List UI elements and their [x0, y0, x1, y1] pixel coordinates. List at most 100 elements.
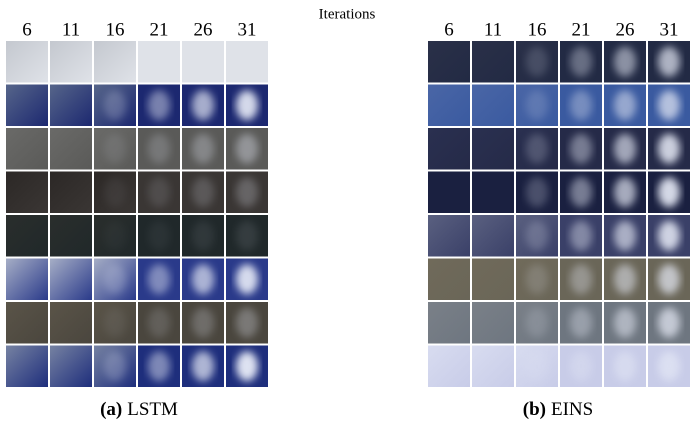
image-tile	[50, 346, 92, 388]
image-tile	[226, 41, 268, 83]
tile-blur	[192, 177, 214, 207]
tile-blur	[236, 264, 258, 294]
caption-name: EINS	[551, 399, 593, 420]
image-tile	[428, 302, 470, 344]
image-tile	[472, 346, 514, 388]
image-tile	[472, 172, 514, 214]
tile-blur	[526, 264, 548, 294]
tile-blur	[570, 221, 592, 251]
tile-blur	[104, 351, 126, 381]
tile-blur	[192, 351, 214, 381]
tile-blur	[192, 221, 214, 251]
image-tile	[6, 41, 48, 83]
tile-blur	[148, 90, 170, 120]
image-tile	[472, 41, 514, 83]
image-tile	[472, 85, 514, 127]
tile-blur	[526, 134, 548, 164]
iteration-label: 6	[444, 19, 454, 40]
tile-blur	[192, 308, 214, 338]
tile-blur	[148, 351, 170, 381]
iteration-label: 11	[484, 19, 502, 40]
tile-blur	[570, 134, 592, 164]
tile-blur	[614, 351, 636, 381]
tile-blur	[658, 351, 680, 381]
iteration-label: 21	[150, 19, 169, 40]
tile-blur	[236, 134, 258, 164]
tile-blur	[104, 177, 126, 207]
caption-label: (a)	[100, 399, 122, 420]
image-tile	[428, 215, 470, 257]
tile-blur	[570, 90, 592, 120]
image-tile	[428, 259, 470, 301]
caption-a: (a)LSTM	[100, 399, 178, 420]
iteration-label: 26	[194, 19, 213, 40]
tile-blur	[148, 134, 170, 164]
image-tile	[6, 128, 48, 170]
iteration-label: 31	[238, 19, 257, 40]
image-tile	[472, 128, 514, 170]
tile-blur	[614, 264, 636, 294]
iteration-label: 31	[660, 19, 679, 40]
tile-blur	[236, 90, 258, 120]
tile-blur	[570, 264, 592, 294]
image-tile	[50, 215, 92, 257]
image-tile	[6, 302, 48, 344]
tile-blur	[192, 264, 214, 294]
image-tile	[428, 85, 470, 127]
image-tile	[472, 259, 514, 301]
caption-label: (b)	[523, 399, 546, 420]
image-tile	[50, 259, 92, 301]
header: Iterations	[319, 6, 376, 22]
iteration-label: 16	[528, 19, 547, 40]
tile-blur	[236, 308, 258, 338]
iteration-label: 26	[616, 19, 635, 40]
tile-blur	[148, 264, 170, 294]
image-tile	[50, 41, 92, 83]
tile-blur	[658, 134, 680, 164]
tile-blur	[614, 308, 636, 338]
figure: Iterations (a)LSTM (b)EINS 6111621263161…	[0, 0, 691, 423]
tile-blur	[526, 221, 548, 251]
image-tile	[472, 215, 514, 257]
image-tile	[428, 346, 470, 388]
tile-blur	[658, 264, 680, 294]
iteration-label: 6	[22, 19, 32, 40]
image-tile	[6, 172, 48, 214]
image-tile	[6, 215, 48, 257]
tile-blur	[658, 177, 680, 207]
image-tile	[6, 346, 48, 388]
image-tile	[50, 302, 92, 344]
tile-blur	[192, 90, 214, 120]
image-tile	[472, 302, 514, 344]
tile-blur	[614, 177, 636, 207]
tile-blur	[614, 47, 636, 77]
tile-blur	[614, 221, 636, 251]
image-tile	[50, 172, 92, 214]
image-tile	[138, 41, 180, 83]
image-tile	[428, 128, 470, 170]
tile-blur	[658, 308, 680, 338]
image-tile	[182, 41, 224, 83]
image-tile	[6, 85, 48, 127]
tile-blur	[658, 47, 680, 77]
tile-grid	[6, 41, 268, 387]
tile-blur	[526, 47, 548, 77]
tile-blur	[148, 177, 170, 207]
tile-blur	[236, 351, 258, 381]
tile-blur	[148, 308, 170, 338]
iteration-label: 21	[572, 19, 591, 40]
tile-blur	[570, 47, 592, 77]
tile-blur	[526, 351, 548, 381]
tile-blur	[104, 308, 126, 338]
caption-name: LSTM	[127, 399, 178, 420]
tile-blur	[104, 221, 126, 251]
image-tile	[428, 41, 470, 83]
tile-blur	[236, 177, 258, 207]
tile-blur	[614, 134, 636, 164]
image-tile	[6, 259, 48, 301]
tile-blur	[570, 177, 592, 207]
tile-blur	[526, 308, 548, 338]
image-tile	[50, 85, 92, 127]
image-tile	[428, 172, 470, 214]
image-tile	[50, 128, 92, 170]
